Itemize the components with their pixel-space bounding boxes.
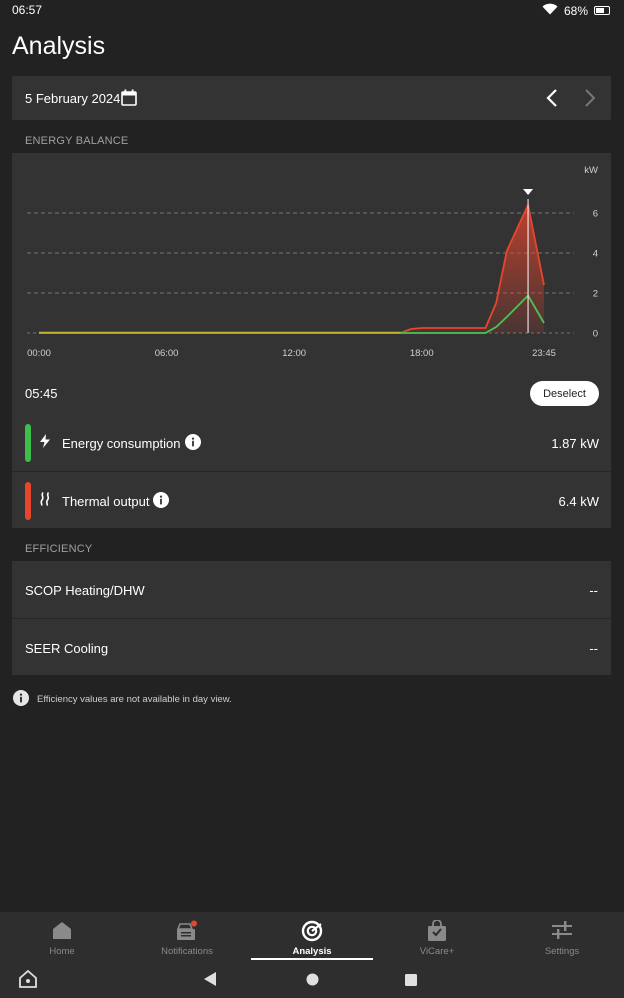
- section-label-efficiency: EFFICIENCY: [25, 543, 93, 555]
- efficiency-row-seer: SEER Cooling --: [12, 618, 611, 674]
- info-icon[interactable]: [184, 434, 201, 453]
- date-selector: 5 February 2024: [12, 76, 611, 120]
- metric-row-energy-consumption[interactable]: Energy consumption 1.87 kW: [12, 414, 611, 470]
- y-axis-unit: kW: [584, 165, 598, 176]
- thermal-output-area: [39, 205, 544, 333]
- nav-item-vicare-plus[interactable]: ViCare+: [375, 912, 499, 962]
- info-icon[interactable]: [153, 492, 170, 511]
- thermal-output-color-bar: [25, 482, 31, 520]
- selected-date[interactable]: 5 February 2024: [25, 91, 121, 106]
- scop-value: --: [589, 583, 598, 598]
- heat-waves-icon: [39, 491, 51, 511]
- y-tick-label: 2: [593, 289, 598, 300]
- y-tick-label: 4: [593, 249, 598, 260]
- x-tick-label: 18:00: [410, 348, 434, 359]
- home-icon: [52, 920, 72, 945]
- y-tick-label: 6: [593, 209, 598, 220]
- seer-value: --: [589, 641, 598, 656]
- energy-balance-card: kW 0 2 4 6 00:00 06:00 12:00 18:00 23:45 05:45 De…: [12, 153, 611, 528]
- bottom-navigation: Home Notifications Analysis ViCare+ Sett…: [0, 912, 624, 962]
- efficiency-row-scop: SCOP Heating/DHW --: [12, 561, 611, 617]
- status-time: 06:57: [12, 3, 43, 17]
- x-tick-label: 12:00: [282, 348, 306, 359]
- scop-label: SCOP Heating/DHW: [25, 583, 145, 598]
- active-tab-indicator: [251, 958, 373, 960]
- battery-icon: [594, 6, 610, 15]
- nav-item-home[interactable]: Home: [0, 912, 124, 962]
- chevron-right-icon[interactable]: [583, 88, 597, 113]
- metric-row-thermal-output[interactable]: Thermal output 6.4 kW: [12, 471, 611, 527]
- thermal-output-label: Thermal output: [62, 494, 150, 509]
- nav-item-analysis[interactable]: Analysis: [250, 912, 374, 962]
- chevron-left-icon[interactable]: [545, 88, 559, 113]
- system-navigation-bar: [0, 962, 624, 998]
- x-tick-label: 06:00: [155, 348, 179, 359]
- energy-consumption-label: Energy consumption: [62, 436, 181, 451]
- home-assistant-icon[interactable]: [19, 969, 37, 993]
- home-button-icon[interactable]: [306, 973, 319, 991]
- shopping-bag-icon: [426, 919, 448, 947]
- wifi-icon: [542, 3, 558, 18]
- recents-icon[interactable]: [405, 973, 417, 991]
- energy-consumption-line: [39, 294, 545, 334]
- status-bar: 06:57 68%: [0, 0, 624, 20]
- efficiency-note-text: Efficiency values are not available in d…: [37, 694, 232, 705]
- calendar-icon[interactable]: [121, 89, 137, 111]
- efficiency-card: SCOP Heating/DHW -- SEER Cooling --: [12, 561, 611, 675]
- battery-percent: 68%: [563, 3, 588, 18]
- seer-label: SEER Cooling: [25, 641, 109, 656]
- nav-label-notifications: Notifications: [161, 946, 213, 957]
- lightning-icon: [39, 434, 51, 453]
- energy-consumption-value: 1.87 kW: [551, 436, 599, 451]
- selection-marker-triangle: [523, 189, 534, 195]
- analysis-icon: [301, 920, 323, 947]
- nav-item-notifications[interactable]: Notifications: [125, 912, 249, 962]
- info-icon: [13, 690, 29, 709]
- x-tick-label: 23:45: [532, 348, 556, 359]
- deselect-button[interactable]: Deselect: [530, 381, 599, 406]
- sliders-icon: [551, 920, 573, 945]
- thermal-output-line: [39, 204, 545, 334]
- nav-label-vicare-plus: ViCare+: [419, 946, 455, 957]
- energy-consumption-color-bar: [25, 424, 31, 462]
- x-tick-label: 00:00: [27, 348, 51, 359]
- section-label-energy-balance: ENERGY BALANCE: [25, 135, 129, 147]
- back-icon[interactable]: [204, 972, 217, 991]
- nav-label-settings: Settings: [544, 946, 580, 957]
- y-tick-label: 0: [593, 329, 598, 340]
- notifications-icon: [175, 920, 199, 947]
- nav-item-settings[interactable]: Settings: [500, 912, 624, 962]
- nav-label-analysis: Analysis: [292, 946, 332, 957]
- page-title: Analysis: [12, 32, 106, 60]
- thermal-output-value: 6.4 kW: [558, 494, 599, 509]
- nav-label-home: Home: [49, 946, 75, 957]
- selected-time: 05:45: [25, 386, 58, 401]
- energy-balance-chart[interactable]: kW 0 2 4 6 00:00 06:00 12:00 18:00 23:45: [12, 153, 611, 368]
- efficiency-note: Efficiency values are not available in d…: [13, 690, 232, 709]
